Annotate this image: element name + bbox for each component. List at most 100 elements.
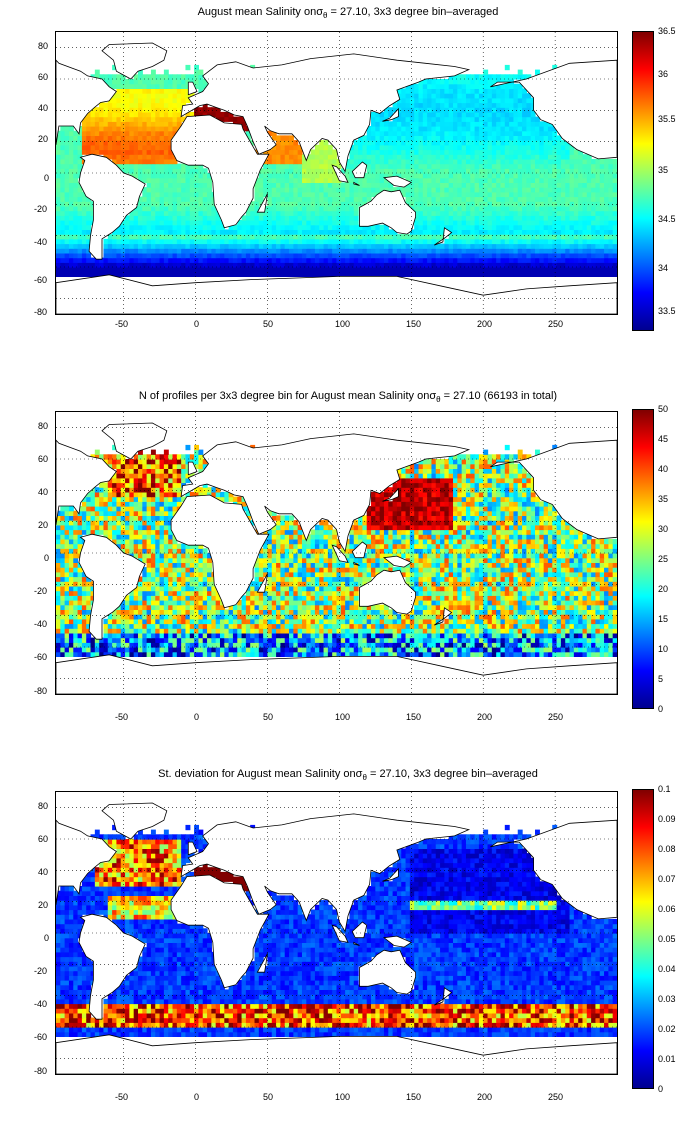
grid-cell (358, 229, 363, 235)
grid-cell (237, 623, 243, 629)
grid-cell (409, 257, 415, 263)
grid-cell (172, 252, 178, 259)
grid-cell (535, 210, 540, 216)
grid-cell (431, 111, 437, 118)
grid-cell (86, 196, 92, 202)
grid-cell (582, 220, 588, 226)
grid-cell (189, 647, 195, 653)
grid-cell (358, 201, 363, 207)
grid-cell (604, 177, 609, 183)
grid-cell (418, 187, 424, 193)
grid-cell (547, 271, 553, 277)
grid-cell (487, 130, 493, 136)
grid-cell (159, 182, 165, 188)
grid-cell (366, 182, 372, 188)
grid-cell (388, 623, 394, 629)
grid-cell (401, 135, 407, 141)
grid-cell (543, 154, 549, 160)
grid-cell (293, 642, 299, 648)
grid-cell (327, 234, 333, 240)
grid-cell (556, 163, 562, 169)
grid-cell (392, 173, 398, 179)
grid-cell (396, 262, 402, 268)
grid-cell (237, 267, 243, 273)
grid-cell (332, 632, 338, 639)
grid-cell (535, 149, 540, 155)
grid-cell (513, 121, 519, 127)
grid-cell (483, 271, 489, 277)
grid-cell (73, 168, 79, 174)
grid-cell (211, 257, 217, 263)
grid-cell (465, 135, 471, 141)
grid-cell (90, 121, 96, 127)
y-tick: -20 (34, 204, 48, 214)
grid-cell (522, 238, 527, 245)
grid-cell (77, 651, 83, 657)
grid-cell (94, 111, 100, 118)
grid-cell (112, 637, 118, 643)
grid-cell (172, 234, 178, 240)
grid-cell (491, 177, 497, 183)
grid-cell (99, 107, 105, 113)
grid-cell (163, 177, 169, 183)
grid-cell (86, 238, 92, 245)
grid-cell (310, 623, 316, 629)
grid-cell (332, 191, 338, 198)
grid-cell (306, 248, 312, 254)
grid-cell (483, 144, 489, 151)
grid-cell (81, 220, 87, 226)
grid-cell (509, 196, 515, 202)
grid-cell (99, 637, 105, 643)
grid-cell (310, 637, 316, 643)
grid-cell (254, 149, 260, 155)
grid-cell (461, 243, 467, 249)
grid-cell (219, 116, 225, 122)
grid-cell (478, 187, 484, 193)
grid-cell (142, 224, 148, 230)
grid-cell (176, 111, 182, 118)
grid-cell (483, 267, 489, 273)
grid-cell (427, 121, 433, 127)
grid-cell (319, 647, 325, 653)
grid-cell (159, 111, 165, 118)
grid-cell (461, 201, 467, 207)
grid-cell (453, 224, 458, 230)
grid-cell (444, 140, 450, 146)
grid-cell (301, 173, 307, 179)
grid-cell (137, 107, 143, 113)
grid-cell (258, 271, 264, 277)
grid-cell (504, 238, 510, 245)
grid-cell (267, 651, 273, 657)
grid-cell (552, 238, 558, 245)
grid-cell (150, 637, 156, 643)
grid-cell (306, 205, 312, 212)
grid-cell (146, 220, 152, 226)
grid-cell (543, 158, 549, 165)
grid-cell (474, 262, 480, 268)
grid-cell (185, 252, 191, 259)
grid-cell (280, 632, 286, 639)
grid-cell (465, 83, 471, 89)
grid-cell (258, 632, 264, 639)
grid-cell (297, 205, 303, 212)
grid-cell (120, 651, 126, 657)
grid-cell (612, 271, 617, 277)
grid-cell (258, 642, 264, 648)
grid-cell (582, 173, 588, 179)
grid-cell (68, 243, 74, 249)
grid-cell (77, 130, 83, 136)
grid-cell (284, 220, 290, 226)
grid-cell (422, 252, 428, 259)
grid-cell (405, 158, 411, 165)
grid-cell (172, 229, 178, 235)
grid-cell (478, 229, 484, 235)
grid-cell (552, 177, 558, 183)
grid-cell (163, 191, 169, 198)
grid-cell (107, 248, 113, 254)
grid-cell (457, 135, 463, 141)
grid-cell (556, 210, 562, 216)
grid-cell (250, 248, 256, 254)
grid-cell (120, 126, 126, 132)
grid-cell (99, 111, 105, 118)
grid-cell (379, 163, 385, 169)
